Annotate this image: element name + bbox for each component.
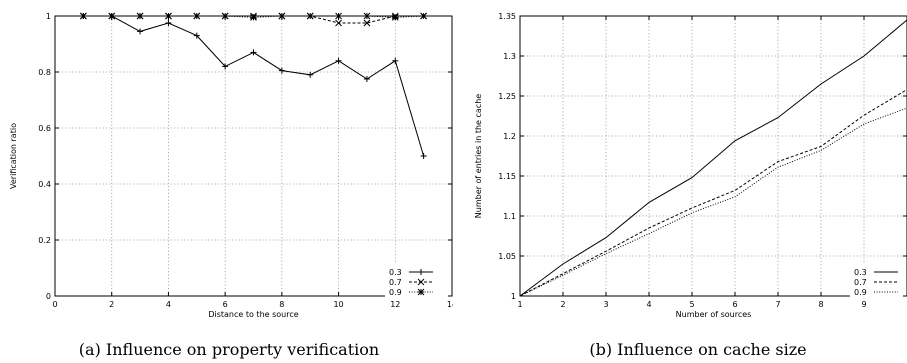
- chart-a-series-0.9-point-10: [363, 12, 371, 20]
- chart-a-series-0.9-point-8: [306, 12, 314, 20]
- chart-a-series-0.9-point-7: [278, 12, 286, 20]
- chart-b-x-axis-title: Number of sources: [676, 310, 752, 319]
- chart-b-ytick-label-7: 1.35: [498, 12, 516, 21]
- chart-b-xtick-label-4: 5: [689, 300, 694, 309]
- chart-a-series-0.3-point-10: [363, 76, 370, 82]
- chart-a-series-0.9-point-6-stroke-d2: [250, 14, 257, 21]
- chart-a-ytick-label-4: 0.8: [38, 68, 51, 77]
- chart-a-series-0.9-point-10-stroke-d2: [363, 12, 371, 20]
- chart-b-ytick-label-5: 1.25: [498, 92, 516, 101]
- chart-a-series-0.9-point-2: [136, 12, 144, 20]
- chart-b-series-0.3-line: [519, 19, 907, 297]
- chart-a-series-0.9-point-1: [108, 12, 116, 20]
- chart-a-xtick-label-6: 12: [390, 300, 400, 309]
- chart-b-xtick-label-8: 9: [861, 300, 866, 309]
- chart-b-legend-label-1: 0.7: [854, 278, 867, 287]
- chart-b-caption: (b) Influence on cache size: [589, 340, 806, 359]
- chart-b-series-0.9-line: [519, 107, 907, 297]
- chart-a-ytick-label-5: 1: [46, 12, 51, 21]
- chart-b-xtick-label-6: 7: [775, 300, 780, 309]
- chart-a-legend-marker-2-stroke-d2: [417, 288, 425, 296]
- chart-b-xtick-label-3: 4: [646, 300, 651, 309]
- chart-b-ytick-label-3: 1.15: [498, 172, 516, 181]
- chart-a-series-0.9-point-0: [80, 12, 87, 20]
- chart-b-legend-label-2: 0.9: [854, 288, 867, 297]
- chart-b-xtick-label-0: 1: [517, 300, 522, 309]
- chart-a-series-0.9-point-9-stroke-d2: [335, 12, 342, 20]
- chart-a-ytick-label-2: 0.4: [38, 180, 51, 189]
- chart-a-legend-marker-0: [418, 269, 424, 275]
- chart-a-caption: (a) Influence on property verification: [79, 340, 379, 359]
- chart-a-series-0.9-point-3-stroke-d2: [165, 12, 172, 20]
- chart-a-legend-marker-1: [417, 278, 425, 286]
- chart-a-legend-label-1: 0.7: [389, 278, 402, 287]
- chart-b-legend-box: [850, 263, 903, 299]
- chart-a-series-0.3-point-9: [335, 57, 342, 64]
- chart-a-series-0.9-point-5-stroke-d2: [221, 12, 229, 20]
- chart-a-series-0.3-point-7: [278, 67, 285, 74]
- chart-a-series-0.9-point-2-stroke-d2: [136, 12, 144, 20]
- chart-a-series-0.9-point-4-stroke-d2: [193, 12, 201, 20]
- chart-a-series-0.7-point-9: [335, 19, 342, 27]
- chart-a-series-0.3-point-8: [307, 71, 314, 78]
- chart-a-series-0.7-point-10: [363, 19, 371, 27]
- chart-b-legend-label-0: 0.3: [854, 268, 867, 277]
- chart-a-series-0.3-point-11: [392, 57, 399, 64]
- chart-a-series-0.9-point-0-stroke-d2: [80, 12, 87, 20]
- chart-a-series-0.3-point-12: [420, 153, 427, 159]
- chart-a-xtick-label-2: 4: [166, 300, 171, 309]
- chart-a-legend-marker-1-stroke-d2: [417, 278, 425, 286]
- chart-a-xtick-label-0: 0: [52, 300, 57, 309]
- verification-ratio-chart: 00.20.40.60.8102468101214Distance to the…: [9, 12, 453, 359]
- chart-b-xtick-label-1: 2: [560, 300, 565, 309]
- chart-a-series-0.9-point-3: [165, 12, 172, 20]
- chart-b-ytick-label-2: 1.1: [503, 212, 516, 221]
- chart-a-xtick-label-3: 6: [223, 300, 228, 309]
- chart-a-series-0.9-point-6: [250, 14, 257, 21]
- chart-b-xtick-label-2: 3: [603, 300, 608, 309]
- chart-a-series-0.3-line: [83, 15, 425, 157]
- chart-a-series-0.9-point-1-stroke-d2: [108, 12, 116, 20]
- chart-b-xtick-label-5: 6: [732, 300, 737, 309]
- chart-a-ytick-label-0: 0: [46, 292, 51, 301]
- chart-b-ytick-label-4: 1.2: [503, 132, 516, 141]
- chart-a-xtick-label-4: 8: [279, 300, 284, 309]
- chart-b-ytick-label-1: 1.05: [498, 252, 516, 261]
- chart-a-series-0.9-point-12: [420, 12, 427, 20]
- chart-a-series-0.7-point-10-stroke-d2: [363, 19, 371, 27]
- chart-b-xtick-label-7: 8: [818, 300, 823, 309]
- chart-a-series-0.9-point-11-stroke-d2: [391, 14, 399, 21]
- chart-a-xtick-label-7: 14: [447, 300, 453, 309]
- chart-a-series-0.9-point-11: [391, 14, 399, 21]
- chart-a-series-0.3-point-2: [137, 28, 144, 35]
- chart-a-legend-box: [385, 263, 448, 299]
- chart-a-series-0.9-point-5: [221, 12, 229, 20]
- chart-a-x-axis-title: Distance to the source: [208, 310, 298, 319]
- chart-a-xtick-label-5: 10: [333, 300, 343, 309]
- chart-a-series-0.3-point-3: [165, 20, 172, 26]
- chart-a-ytick-label-1: 0.2: [38, 236, 51, 245]
- chart-b-y-axis-title: Number of entries in the cache: [474, 94, 483, 218]
- chart-a-legend-label-2: 0.9: [389, 288, 402, 297]
- chart-a-series-0.3-point-4: [193, 32, 200, 39]
- chart-b-series-0.7-line: [519, 89, 907, 297]
- chart-a-xtick-label-1: 2: [109, 300, 114, 309]
- chart-a-y-axis-title: Verification ratio: [9, 123, 18, 189]
- chart-a-series-0.9-point-9: [335, 12, 342, 20]
- chart-a-legend-label-0: 0.3: [389, 268, 402, 277]
- chart-a-series-0.3-point-6: [250, 49, 257, 56]
- cache-size-chart: 1 1.05 1.1 1.15 1.2 1.25 1.3 1.35 1 2 3 4 5 6 7 8 9 Numbe…: [474, 12, 907, 359]
- chart-a-legend-marker-2: [417, 288, 425, 296]
- chart-a-series-0.3-point-5: [222, 63, 229, 70]
- chart-a-series-0.9-point-8-stroke-d2: [306, 12, 314, 20]
- chart-a-series-0.7-point-9-stroke-d2: [335, 19, 342, 27]
- chart-b-plot-frame: [519, 15, 907, 297]
- chart-a-series-0.9-point-7-stroke-d2: [278, 12, 286, 20]
- chart-b-ytick-label-6: 1.3: [503, 52, 516, 61]
- chart-a-plot-frame: [54, 15, 453, 297]
- chart-a-series-0.9-point-12-stroke-d2: [420, 12, 427, 20]
- chart-a-ytick-label-3: 0.6: [38, 124, 51, 133]
- chart-b-ytick-label-0: 1: [511, 292, 516, 301]
- chart-a-series-0.9-point-4: [193, 12, 201, 20]
